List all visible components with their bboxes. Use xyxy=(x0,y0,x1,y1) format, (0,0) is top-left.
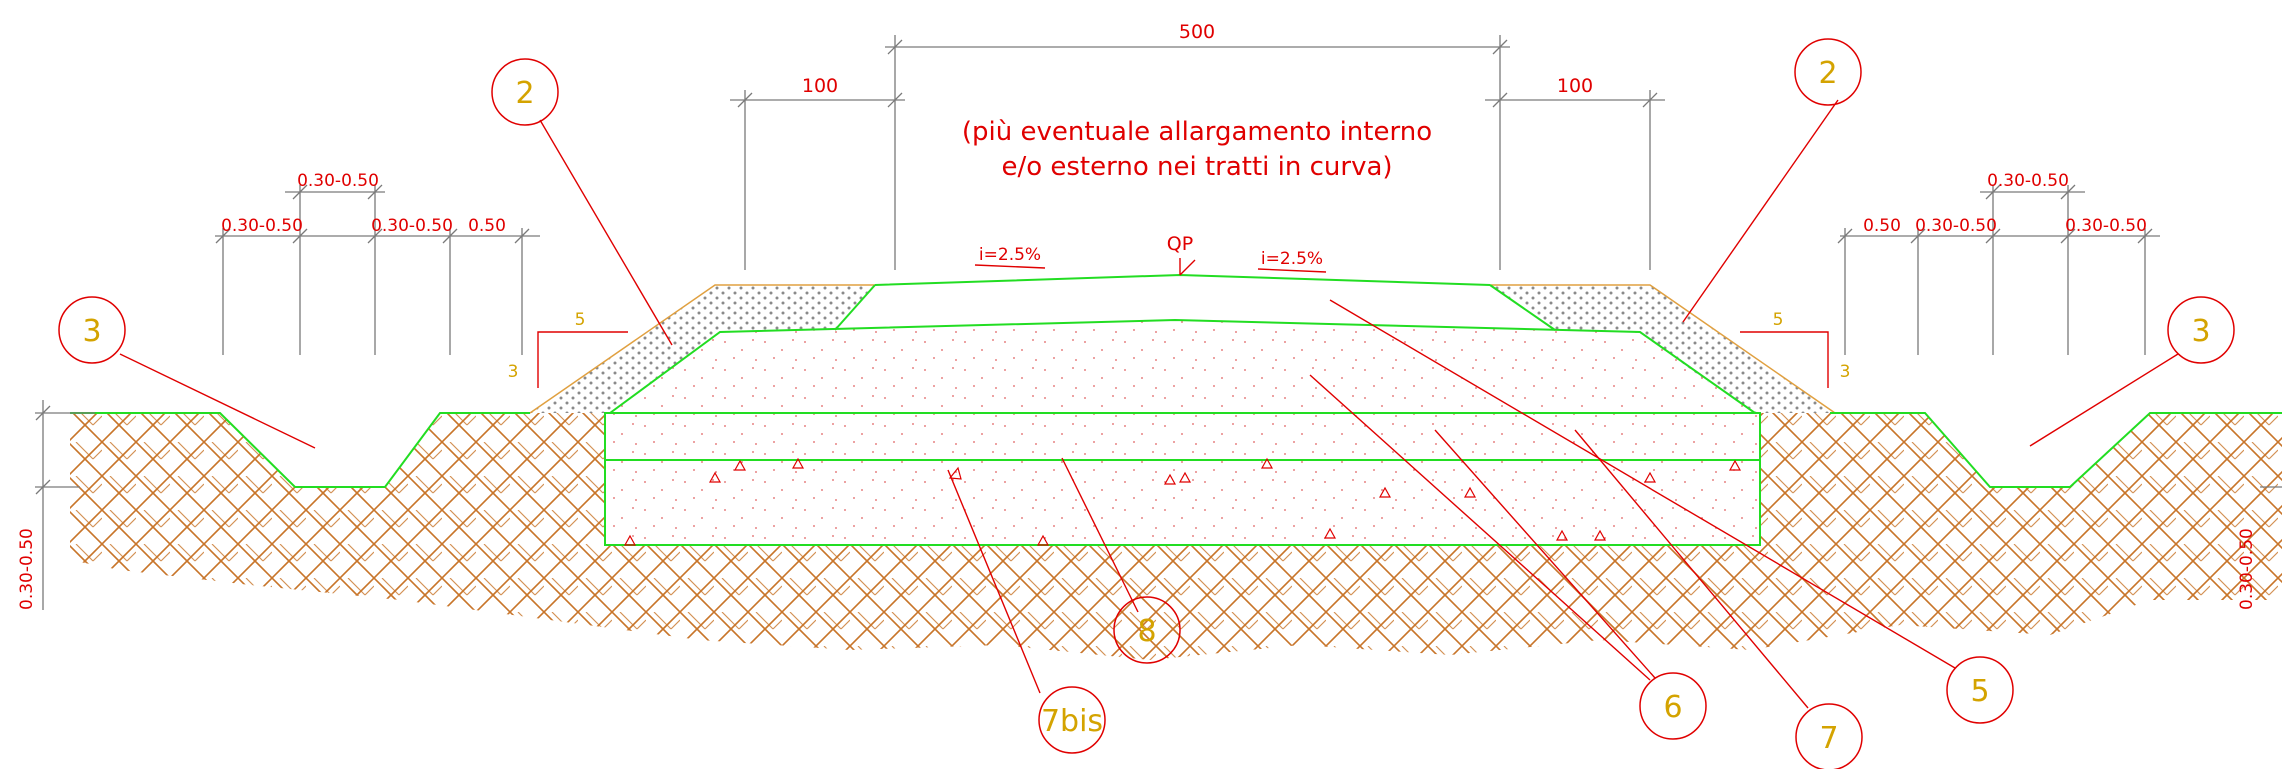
dim-top-left-shoulder: 100 xyxy=(802,75,838,97)
dim-left-b: 0.30-0.50 xyxy=(221,216,303,236)
svg-text:5: 5 xyxy=(1970,674,1989,709)
aggregate-marks xyxy=(623,457,1742,546)
note-line-2: e/o esterno nei tratti in curva) xyxy=(1001,152,1392,182)
left-shoulder-gravel xyxy=(530,285,875,413)
ground-line-left xyxy=(70,412,530,488)
right-side-dimensions xyxy=(1837,184,2160,355)
dim-left-vertical: 0.30-0.50 xyxy=(17,528,37,610)
callout-3-left: 3 xyxy=(58,296,126,364)
slope-left-h: 5 xyxy=(575,310,586,330)
dim-left-a: 0.30-0.50 xyxy=(297,171,379,191)
note-line-1: (più eventuale allargamento interno xyxy=(962,117,1432,147)
base-layer-box xyxy=(604,412,1761,546)
left-embankment-edge xyxy=(529,284,875,414)
svg-text:2: 2 xyxy=(515,76,534,111)
slope-right-underline xyxy=(1257,268,1327,273)
slope-left-v: 3 xyxy=(508,362,519,382)
dim-right-a: 0.30-0.50 xyxy=(1987,171,2069,191)
subbase-top xyxy=(609,318,1756,414)
svg-text:3: 3 xyxy=(82,314,101,349)
dim-top-right-shoulder: 100 xyxy=(1557,75,1593,97)
callout-5: 5 xyxy=(1946,656,2014,724)
callout-7bis: 7bis xyxy=(1038,686,1106,754)
dim-right-c: 0.30-0.50 xyxy=(1915,216,1997,236)
right-embankment-edge xyxy=(1490,284,1836,414)
slope-right-marker xyxy=(1740,331,1829,388)
dim-top-total: 500 xyxy=(1179,21,1215,43)
dim-right-d: 0.30-0.50 xyxy=(2065,216,2147,236)
left-pavement-edge xyxy=(834,284,876,331)
dim-right-b: 0.50 xyxy=(1863,216,1901,236)
callout-2-left: 2 xyxy=(491,58,559,126)
slope-left-label: i=2.5% xyxy=(979,245,1041,265)
top-dimensions xyxy=(730,35,1665,270)
svg-text:6: 6 xyxy=(1663,690,1682,725)
base-layer-fill xyxy=(605,413,1760,545)
dim-left-c: 0.30-0.50 xyxy=(371,216,453,236)
svg-text:3: 3 xyxy=(2191,314,2210,349)
vertical-dimensions xyxy=(35,400,2282,610)
callout-8: 8 xyxy=(1113,596,1181,664)
ground-hatch xyxy=(70,413,2282,660)
slope-right-h: 5 xyxy=(1773,310,1784,330)
svg-text:8: 8 xyxy=(1137,614,1156,649)
right-shoulder-gravel xyxy=(1490,285,1835,413)
callout-7: 7 xyxy=(1795,703,1863,769)
left-side-dimensions xyxy=(215,184,540,355)
callout-6: 6 xyxy=(1639,672,1707,740)
callout-3-right: 3 xyxy=(2167,296,2235,364)
slope-left-marker xyxy=(537,331,628,388)
ground-line-right xyxy=(1830,412,2282,488)
crown-label: QP xyxy=(1167,233,1193,255)
svg-text:2: 2 xyxy=(1818,56,1837,91)
crown-marker xyxy=(1179,258,1196,276)
slope-right-v: 3 xyxy=(1840,362,1851,382)
svg-text:7: 7 xyxy=(1819,721,1838,756)
callout-leaders xyxy=(119,99,2179,709)
slope-right-label: i=2.5% xyxy=(1261,249,1323,269)
slope-left-underline xyxy=(974,264,1046,269)
pavement-top xyxy=(874,273,1491,286)
subbase-fill xyxy=(610,320,1755,413)
dim-left-d: 0.50 xyxy=(468,216,506,236)
callout-2-right: 2 xyxy=(1794,38,1862,106)
svg-text:7bis: 7bis xyxy=(1041,704,1103,739)
right-pavement-edge xyxy=(1489,284,1556,331)
dim-right-vertical: 0.30-0.50 xyxy=(2237,528,2257,610)
